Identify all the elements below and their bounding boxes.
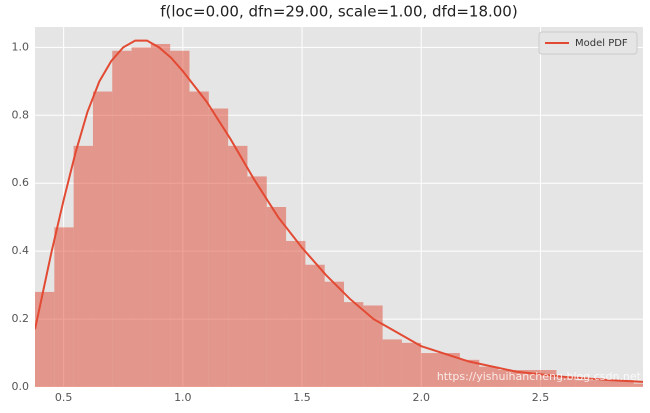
y-tick-label: 1.0 — [12, 40, 30, 53]
y-tick-label: 0.8 — [12, 108, 30, 121]
x-tick-label: 2.5 — [532, 391, 550, 404]
x-tick-label: 1.0 — [174, 391, 192, 404]
bar — [305, 264, 325, 387]
bar — [189, 91, 209, 387]
bar — [324, 281, 345, 387]
bar — [363, 305, 383, 387]
x-tick-label: 0.5 — [55, 391, 73, 404]
legend-box — [538, 31, 638, 55]
pdf-line — [35, 39, 643, 383]
legend-label: Model PDF — [575, 38, 628, 49]
bar — [382, 339, 402, 387]
x-tick-label: 1.5 — [293, 391, 311, 404]
bar — [286, 240, 306, 387]
bar — [131, 47, 151, 387]
watermark: https://yishuihancheng.blog.csdn.net — [437, 370, 642, 383]
bar — [54, 227, 74, 387]
bar — [401, 342, 422, 387]
bar — [344, 302, 364, 387]
bar — [208, 108, 229, 387]
bar — [247, 176, 267, 387]
plot-area — [35, 39, 643, 387]
bar — [35, 291, 55, 387]
bar — [575, 380, 596, 387]
x-tick-label: 2.0 — [413, 391, 431, 404]
bar — [73, 145, 93, 387]
bar — [92, 91, 113, 387]
bar — [614, 380, 634, 387]
y-tick-label: 0.0 — [12, 380, 30, 393]
bar — [498, 370, 518, 387]
bar — [170, 50, 190, 387]
bar — [479, 366, 499, 387]
bar — [228, 145, 248, 387]
chart-title: f(loc=0.00, dfn=29.00, scale=1.00, dfd=1… — [160, 3, 517, 21]
bar — [459, 359, 480, 387]
bar — [112, 50, 132, 387]
bar — [633, 383, 643, 387]
y-tick-label: 0.2 — [12, 312, 30, 325]
bar — [266, 207, 287, 387]
bar — [421, 353, 441, 387]
bar — [440, 353, 460, 387]
y-tick-label: 0.6 — [12, 176, 30, 189]
bar — [150, 43, 171, 387]
y-tick-label: 0.4 — [12, 244, 30, 257]
bar — [556, 376, 576, 387]
bar — [595, 380, 615, 387]
